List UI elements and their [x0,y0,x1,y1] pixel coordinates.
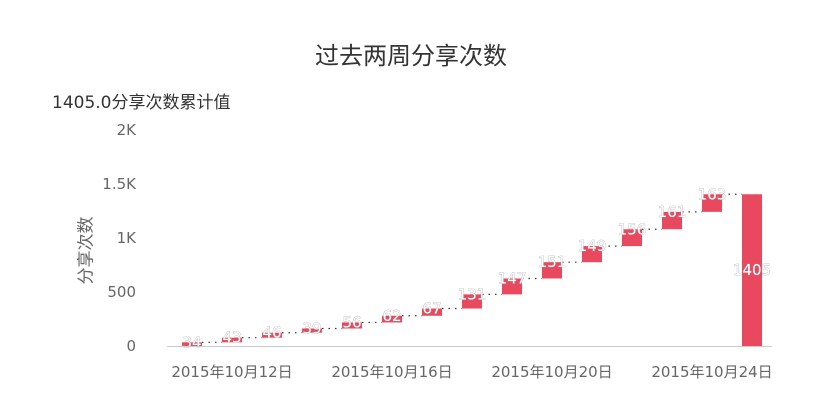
y-tick-label: 1.5K [102,175,137,193]
waterfall-bar [262,332,282,338]
bar-value-label: 34 [182,333,201,351]
chart-title: 过去两周分享次数 [315,42,507,70]
waterfall-bar [222,337,242,343]
waterfall-bar [182,342,202,346]
y-tick-label: 1K [117,229,138,247]
y-tick-label: 0 [126,337,136,355]
bar-value-label: 62 [382,307,401,325]
x-tick-label: 2015年10月24日 [651,363,772,381]
x-tick-labels: 2015年10月12日 2015年10月16日 2015年10月20日 2015年10… [171,363,772,381]
waterfall-bar [382,315,402,323]
bar-value-label: 156 [618,220,647,238]
bar-value-label: 43 [222,329,241,347]
waterfall-bar [662,211,682,230]
bar-value-label: 147 [498,270,527,288]
bars [182,194,762,346]
waterfall-bar [582,246,602,263]
total-bar [742,194,762,346]
bar-value-label: 151 [538,253,567,271]
waterfall-bar [702,194,722,212]
waterfall-bar [302,328,322,333]
data-labels: 34 43 46 39 56 62 67 131 147 151 149 156 161 163 1405 [182,185,771,352]
waterfall-bar [622,229,642,247]
waterfall-bar [342,322,362,329]
bar-value-label: 56 [342,313,361,331]
x-tick-label: 2015年10月20日 [491,363,612,381]
y-tick-label: 500 [107,283,136,301]
bar-value-label: 161 [658,203,687,221]
waterfall-bar [502,278,522,295]
waterfall-bar [542,262,562,279]
bar-value-label: 149 [578,237,607,255]
y-tick-label: 2K [117,121,138,139]
x-tick-label: 2015年10月12日 [171,363,292,381]
bar-value-label: 163 [698,185,727,203]
x-tick-label: 2015年10月16日 [331,363,452,381]
bar-value-label: 39 [302,320,321,338]
waterfall-bar [422,308,442,316]
bar-value-label: 67 [422,300,441,318]
total-value-label: 1405 [733,261,771,279]
bar-value-label: 46 [262,324,281,342]
y-tick-labels: 0 500 1K 1.5K 2K [102,121,137,355]
waterfall-bar [462,294,482,309]
bar-value-label: 131 [458,285,487,303]
cumulative-subtitle: 1405.0分享次数累计值 [52,93,231,113]
